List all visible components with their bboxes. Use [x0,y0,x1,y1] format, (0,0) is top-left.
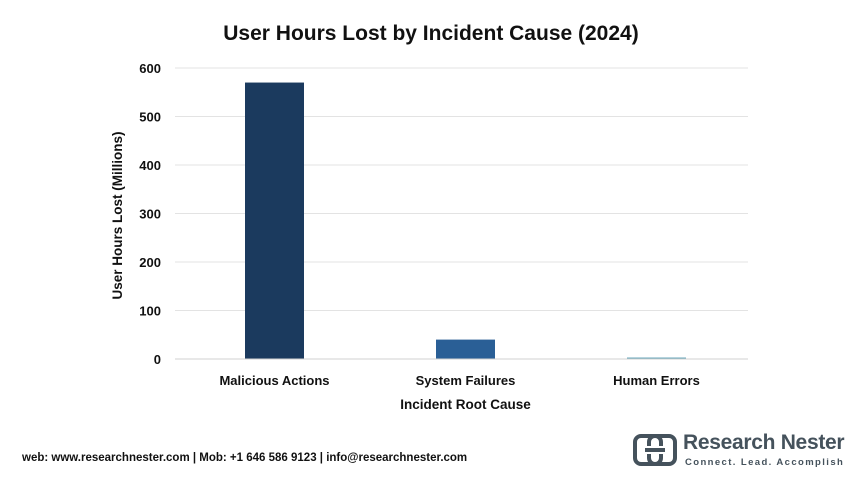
bar-chart: 0 100 200 300 400 500 600 Malicious Actions Sys… [110,61,748,412]
bar-system-failures [436,339,495,359]
y-tick-label: 300 [139,207,161,222]
y-axis-ticks: 0 100 200 300 400 500 600 [139,61,161,367]
gridlines [175,67,748,311]
x-axis-title: Incident Root Cause [400,397,531,412]
x-tick-label: Human Errors [613,373,700,388]
y-tick-label: 400 [139,158,161,173]
bar-human-errors [627,357,686,359]
y-tick-label: 100 [139,304,161,319]
brand-block: Research Nester Connect. Lead. Accomplis… [633,431,848,471]
y-tick-label: 500 [139,110,161,125]
brand-tagline: Connect. Lead. Accomplish [685,457,845,468]
x-tick-label: System Failures [416,373,516,388]
bar-malicious-actions [245,82,304,360]
x-tick-label: Malicious Actions [219,373,329,388]
y-tick-label: 200 [139,255,161,270]
footer-contact-info: web: www.researchnester.com | Mob: +1 64… [22,452,468,464]
chart-title: User Hours Lost by Incident Cause (2024) [223,22,639,45]
x-axis-ticks: Malicious Actions System Failures Human Er… [219,373,699,388]
bars [245,82,686,360]
y-tick-label: 0 [154,352,161,367]
research-nester-logo-icon [633,434,677,466]
y-tick-label: 600 [139,61,161,76]
y-axis-title: User Hours Lost (Millions) [110,131,125,299]
brand-name: Research Nester [683,431,845,454]
